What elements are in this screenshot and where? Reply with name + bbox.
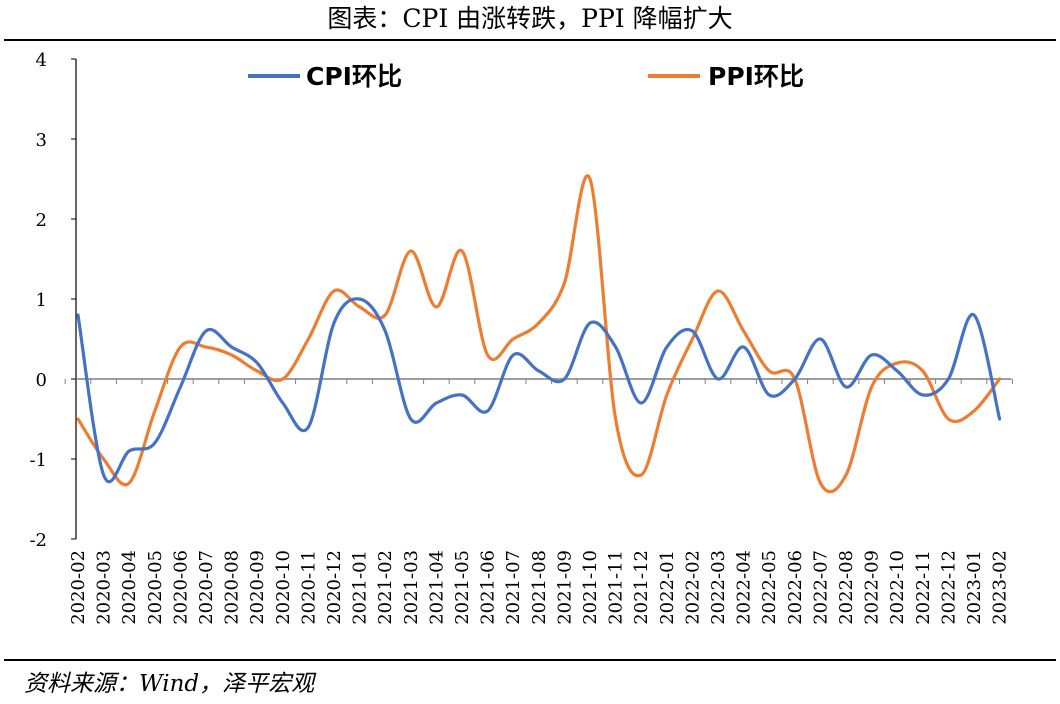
y-tick-label: -2 — [29, 530, 47, 551]
x-tick-label: 2022-12 — [938, 550, 959, 625]
x-tick-label: 2022-07 — [810, 550, 831, 625]
series-lines — [76, 174, 1002, 494]
x-tick-label: 2022-03 — [708, 550, 729, 625]
x-tick-label: 2020-07 — [196, 550, 217, 625]
x-tick-label: 2022-10 — [887, 550, 908, 625]
top-rule — [4, 39, 1056, 41]
legend-label-ppi: PPI环比 — [708, 62, 804, 91]
x-tick-label: 2021-01 — [350, 550, 371, 625]
x-tick-label: 2022-05 — [759, 550, 780, 625]
x-tick-label: 2020-10 — [273, 550, 294, 625]
x-tick-label: 2021-10 — [580, 550, 601, 625]
y-tick-label: 1 — [36, 290, 47, 311]
x-tick-label: 2021-04 — [426, 550, 447, 625]
x-tick-label: 2022-09 — [862, 550, 883, 625]
x-tick-label: 2021-11 — [606, 550, 627, 625]
x-tick-label: 2022-01 — [657, 550, 678, 625]
x-tick-label: 2020-12 — [324, 550, 345, 625]
x-tick-label: 2020-08 — [222, 550, 243, 625]
y-tick-label: 3 — [36, 130, 47, 151]
x-tick-label: 2021-08 — [529, 550, 550, 625]
y-axis-ticks: -2 -1 0 1 2 3 4 — [29, 50, 76, 551]
x-tick-label: 2020-06 — [170, 550, 191, 625]
y-tick-label: -1 — [29, 450, 47, 471]
x-tick-label: 2020-04 — [119, 550, 140, 625]
y-tick-label: 4 — [36, 50, 47, 71]
x-tick-label: 2021-07 — [503, 550, 524, 625]
series-line-cpi — [76, 297, 1002, 484]
y-tick-label: 2 — [36, 210, 47, 231]
x-tick-label: 2022-04 — [734, 550, 755, 625]
x-tick-label: 2022-02 — [682, 550, 703, 625]
y-tick-label: 0 — [36, 370, 47, 391]
x-tick-label: 2023-02 — [990, 550, 1011, 625]
source-note: 资料来源：Wind，泽平宏观 — [24, 671, 315, 697]
x-tick-label: 2021-06 — [478, 550, 499, 625]
x-axis-ticks: 2020-02 2020-03 2020-04 2020-05 2020-06 2020-… — [64, 379, 1013, 625]
legend: CPI环比 PPI环比 — [248, 62, 804, 91]
x-tick-label: 2022-08 — [836, 550, 857, 625]
x-tick-label: 2020-11 — [298, 550, 319, 625]
x-tick-label: 2022-11 — [913, 550, 934, 625]
x-tick-label: 2020-02 — [68, 550, 89, 625]
series-line-ppi — [76, 174, 1002, 494]
x-tick-label: 2020-03 — [94, 550, 115, 625]
x-tick-label: 2022-06 — [785, 550, 806, 625]
bottom-rule — [4, 659, 1056, 661]
chart-title: 图表：CPI 由涨转跌，PPI 降幅扩大 — [327, 4, 733, 33]
x-tick-label: 2021-03 — [401, 550, 422, 625]
x-tick-label: 2021-02 — [375, 550, 396, 625]
chart-axes — [75, 59, 1012, 539]
x-tick-label: 2020-09 — [247, 550, 268, 625]
legend-label-cpi: CPI环比 — [306, 62, 402, 91]
x-tick-label: 2021-12 — [631, 550, 652, 625]
x-tick-label: 2021-05 — [452, 550, 473, 625]
x-tick-label: 2020-05 — [145, 550, 166, 625]
x-tick-label: 2021-09 — [554, 550, 575, 625]
x-tick-label: 2023-01 — [964, 550, 985, 625]
